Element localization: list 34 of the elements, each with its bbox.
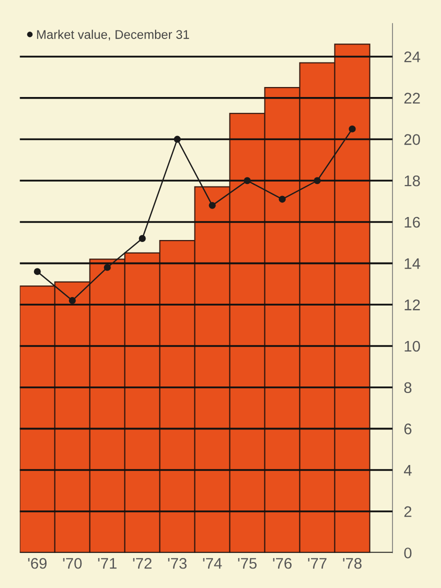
y-tick-label: 6	[404, 424, 412, 434]
x-tick-label: '69	[28, 558, 47, 569]
y-tick-label: 2	[404, 506, 412, 517]
y-tick-label: 18	[404, 175, 420, 186]
y-tick-label: 24	[404, 51, 420, 62]
legend-label: Market value, December 31	[37, 30, 190, 40]
point	[244, 177, 251, 184]
x-tick-label: '78	[343, 558, 362, 569]
y-tick-label: 20	[404, 134, 420, 145]
y-tick-label: 16	[404, 216, 420, 228]
x-tick-label: '77	[308, 558, 326, 569]
y-tick-label: 4	[404, 465, 412, 476]
y-tick-label: 22	[404, 92, 420, 104]
point	[34, 268, 41, 276]
y-tick-label: 14	[404, 258, 420, 269]
x-tick-label: '74	[203, 558, 222, 569]
point	[208, 202, 216, 209]
point	[174, 136, 181, 143]
y-tick-label: 12	[404, 300, 420, 310]
x-tick-label: '75	[238, 558, 257, 569]
x-tick-label: '71	[98, 558, 117, 569]
x-tick-label: '72	[133, 558, 152, 569]
y-tick-label: 10	[404, 340, 420, 352]
x-tick-label: '76	[273, 558, 292, 569]
x-tick-label: '70	[63, 558, 82, 569]
y-tick-label: 0	[404, 548, 412, 558]
point	[278, 196, 286, 203]
point	[104, 264, 111, 271]
y-tick-label: 8	[404, 382, 412, 394]
point	[68, 297, 76, 304]
point	[348, 125, 356, 132]
x-tick-label: '73	[168, 558, 187, 569]
point	[138, 235, 146, 242]
point	[314, 177, 321, 184]
